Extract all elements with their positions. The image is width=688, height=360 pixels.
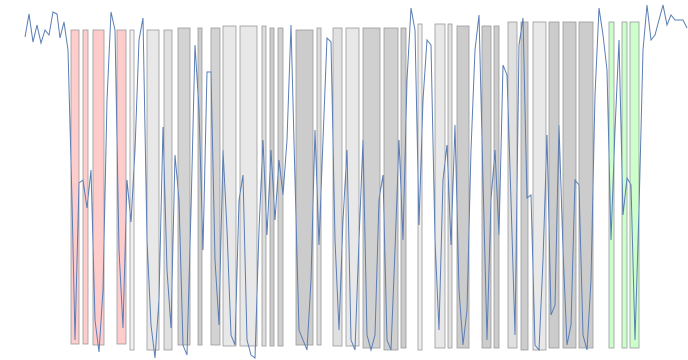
bar	[332, 27, 343, 347]
bar	[532, 21, 547, 351]
bar	[434, 23, 446, 349]
bar	[269, 27, 275, 347]
data-line	[24, 4, 688, 359]
bar	[481, 25, 492, 349]
bar	[222, 25, 237, 347]
bar	[146, 29, 160, 351]
bar	[116, 29, 127, 345]
bar	[261, 25, 267, 347]
bar	[82, 29, 89, 345]
bar	[578, 21, 594, 349]
bar	[239, 25, 258, 347]
bar	[316, 27, 322, 346]
bar	[629, 21, 640, 349]
bar	[210, 27, 221, 346]
bar	[400, 27, 407, 349]
bar	[277, 27, 284, 347]
bar	[197, 27, 203, 346]
bar	[163, 29, 173, 351]
bar	[608, 21, 615, 349]
bar	[520, 21, 529, 351]
bar	[70, 29, 80, 345]
bar	[447, 23, 453, 349]
bar	[548, 21, 560, 349]
bar	[129, 29, 135, 351]
bar	[362, 27, 381, 349]
